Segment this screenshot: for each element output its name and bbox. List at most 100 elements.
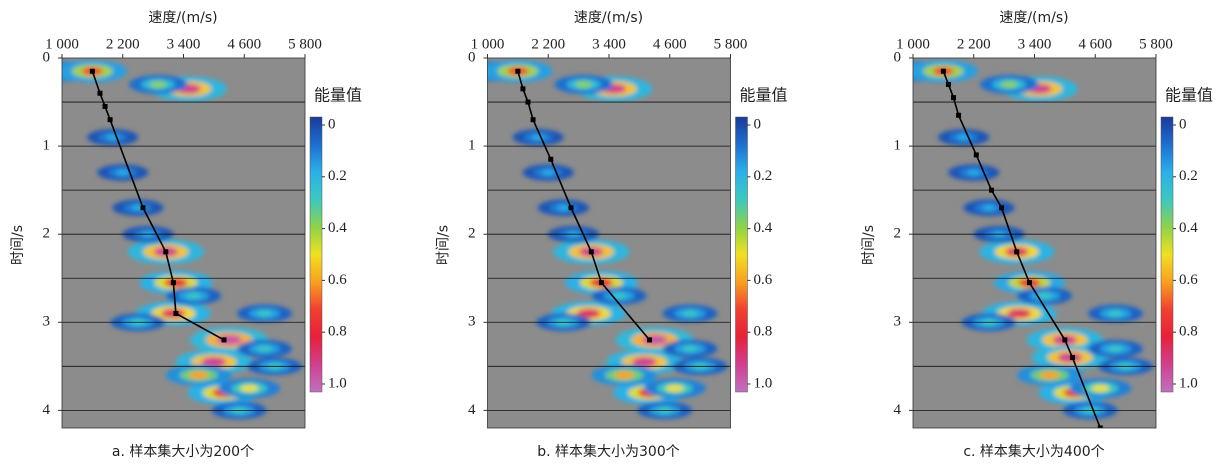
colorbar-tick-label: 0.6 <box>328 272 347 288</box>
colorbar-title: 能量值 <box>314 86 362 105</box>
y-tick-label: 3 <box>43 314 51 330</box>
heatmap-blobs <box>487 60 728 420</box>
caption: b. 样本集大小为300个 <box>537 443 680 460</box>
velocity-pick <box>956 112 962 118</box>
y-tick-label: 4 <box>43 402 51 418</box>
heatmap-blobs <box>913 60 1154 420</box>
colorbar-tick-label: 1.0 <box>1179 375 1198 391</box>
velocity-pick <box>520 86 526 92</box>
y-tick-label: 4 <box>894 402 902 418</box>
velocity-pick <box>102 103 108 109</box>
energy-core <box>682 310 698 317</box>
energy-core <box>682 345 698 352</box>
colorbar <box>309 116 323 393</box>
energy-core <box>541 169 555 176</box>
velocity-pick <box>548 156 554 162</box>
colorbar-title: 能量值 <box>1165 86 1213 105</box>
velocity-pick <box>163 249 169 255</box>
velocity-pick <box>598 280 604 286</box>
y-tick-label: 0 <box>894 49 902 65</box>
colorbar-tick-label: 0.8 <box>754 324 773 340</box>
velocity-pick <box>647 337 652 343</box>
velocity-pick <box>173 310 179 316</box>
colorbar-title: 能量值 <box>739 86 787 105</box>
energy-core <box>201 357 227 367</box>
energy-core <box>216 335 242 345</box>
velocity-pick <box>107 117 113 123</box>
panel: 1 000 2 200 3 400 4 600 5 800 0 1 2 3 4 速度/(m/s) 时间… <box>861 10 1213 460</box>
colorbar-tick-label: 0.2 <box>328 168 347 184</box>
energy-core <box>1007 308 1032 319</box>
x-tick-label: 4 600 <box>653 36 687 52</box>
velocity-pick <box>170 280 176 286</box>
colorbar-tick-label: 0 <box>1179 116 1187 132</box>
energy-core <box>957 134 971 140</box>
colorbar-tick-label: 0.4 <box>754 220 773 236</box>
heatmap <box>913 60 1154 428</box>
colorbar-tick-label: 0.6 <box>754 272 773 288</box>
colorbar-tick-label: 0 <box>328 116 336 132</box>
energy-core <box>188 371 209 379</box>
y-axis-title: 时间/s <box>436 225 452 265</box>
energy-core <box>632 357 657 367</box>
y-axis-title: 时间/s <box>861 225 877 265</box>
x-tick-label: 3 400 <box>167 36 201 52</box>
colorbar-tick-label: 0.2 <box>754 168 773 184</box>
colorbar <box>1160 116 1174 393</box>
velocity-pick <box>940 68 946 74</box>
colorbar-tick-label: 0.8 <box>1179 324 1198 340</box>
y-tick-label: 3 <box>468 314 476 330</box>
panel: 1 000 2 200 3 400 4 600 5 800 0 1 2 3 4 速度/(m/s) 时间… <box>10 10 362 460</box>
velocity-pick <box>89 68 95 74</box>
colorbar-tick-label: 0.8 <box>328 324 347 340</box>
heatmap <box>62 60 303 420</box>
energy-core <box>665 384 684 392</box>
energy-core <box>1000 81 1018 88</box>
x-tick-label: 2 200 <box>957 36 991 52</box>
velocity-pick <box>1026 280 1032 286</box>
y-tick-label: 2 <box>43 226 51 242</box>
caption: a. 样本集大小为200个 <box>112 443 254 460</box>
energy-core <box>531 134 545 140</box>
energy-core <box>1108 310 1123 317</box>
y-tick-label: 1 <box>43 138 51 154</box>
energy-core <box>164 278 188 288</box>
velocity-pick <box>999 205 1005 211</box>
velocity-pick <box>221 337 227 343</box>
energy-core <box>1091 384 1110 392</box>
velocity-pick <box>588 249 594 255</box>
velocity-pick <box>140 205 146 211</box>
energy-core <box>116 169 130 176</box>
x-tick-label: 5 800 <box>714 36 748 52</box>
x-axis-title: 速度/(m/s) <box>148 10 217 26</box>
energy-core <box>1039 371 1060 379</box>
energy-core <box>1037 292 1053 299</box>
y-axis-title: 时间/s <box>10 225 26 265</box>
energy-core <box>576 308 601 319</box>
y-tick-label: 0 <box>43 49 51 65</box>
heatmap <box>487 60 728 420</box>
panel: 1 000 2 200 3 400 4 600 5 800 0 1 2 3 4 速度/(m/s) 时间… <box>436 10 788 460</box>
velocity-pick <box>97 90 103 96</box>
velocity-pick <box>515 68 521 74</box>
energy-core <box>186 292 202 299</box>
x-tick-label: 4 600 <box>227 36 261 52</box>
velocity-pick <box>1062 337 1068 343</box>
x-tick-label: 5 800 <box>1139 36 1173 52</box>
x-tick-label: 2 200 <box>106 36 140 52</box>
heatmap-blobs <box>62 60 303 420</box>
x-tick-label: 5 800 <box>288 36 322 52</box>
x-axis-title: 速度/(m/s) <box>999 10 1068 26</box>
energy-core <box>611 292 627 299</box>
energy-core <box>982 205 996 211</box>
energy-core <box>257 310 272 317</box>
colorbar <box>735 116 748 393</box>
velocity-pick <box>1097 425 1103 428</box>
caption: c. 样本集大小为400个 <box>963 443 1104 460</box>
velocity-pick <box>568 205 574 211</box>
y-tick-label: 1 <box>468 138 476 154</box>
y-tick-label: 0 <box>468 49 476 65</box>
x-tick-label: 1 000 <box>45 36 79 52</box>
colorbar-tick-label: 1.0 <box>754 375 773 391</box>
